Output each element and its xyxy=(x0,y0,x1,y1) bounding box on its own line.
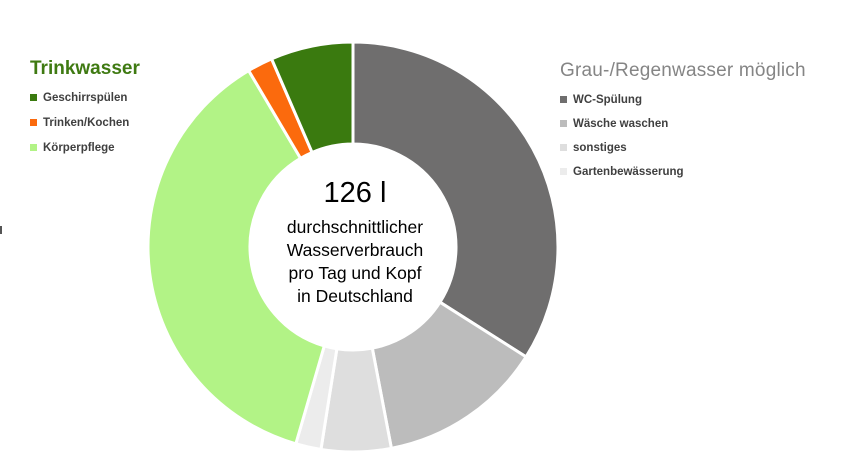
center-value: 126 l xyxy=(323,177,387,209)
legend-item-waesche-waschen: Wäsche waschen xyxy=(560,116,806,131)
center-caption-line: pro Tag und Kopf xyxy=(288,263,422,283)
legend-label: WC-Spülung xyxy=(573,93,642,106)
edge-tick-mark xyxy=(0,226,2,234)
legend-label: Wäsche waschen xyxy=(573,117,669,130)
legend-label: sonstiges xyxy=(573,141,627,154)
legend-trinkwasser-title: Trinkwasser xyxy=(30,58,140,79)
center-caption-line: durchschnittlicher xyxy=(286,217,424,237)
legend-item-geschirrspuelen: Geschirrspülen xyxy=(30,90,140,105)
legend-swatch xyxy=(560,168,567,175)
legend-grauwasser-title: Grau-/Regenwasser möglich xyxy=(560,60,806,81)
legend-item-koerperpflege: Körperpflege xyxy=(30,140,140,155)
legend-swatch xyxy=(560,144,567,151)
legend-item-trinken-kochen: Trinken/Kochen xyxy=(30,115,140,130)
legend-swatch xyxy=(560,96,567,103)
center-caption-line: in Deutschland xyxy=(297,286,413,306)
legend-swatch xyxy=(30,144,37,151)
legend-grauwasser: Grau-/Regenwasser möglich WC-Spülung Wäs… xyxy=(560,60,806,188)
center-caption: durchschnittlicher Wasserverbrauch pro T… xyxy=(255,216,455,308)
legend-trinkwasser: Trinkwasser Geschirrspülen Trinken/Koche… xyxy=(30,58,140,165)
legend-item-wc-spuelung: WC-Spülung xyxy=(560,92,806,107)
legend-label: Trinken/Kochen xyxy=(43,116,130,129)
donut-center-label: 126 l durchschnittlicher Wasserverbrauch… xyxy=(255,178,455,308)
legend-item-gartenbewaesserung: Gartenbewässerung xyxy=(560,164,806,179)
legend-swatch xyxy=(30,94,37,101)
legend-item-sonstiges: sonstiges xyxy=(560,140,806,155)
donut-hole xyxy=(250,144,456,350)
legend-label: Geschirrspülen xyxy=(43,91,128,104)
legend-label: Körperpflege xyxy=(43,141,115,154)
center-caption-line: Wasserverbrauch xyxy=(286,240,424,260)
legend-label: Gartenbewässerung xyxy=(573,165,684,178)
legend-swatch xyxy=(30,119,37,126)
legend-swatch xyxy=(560,120,567,127)
